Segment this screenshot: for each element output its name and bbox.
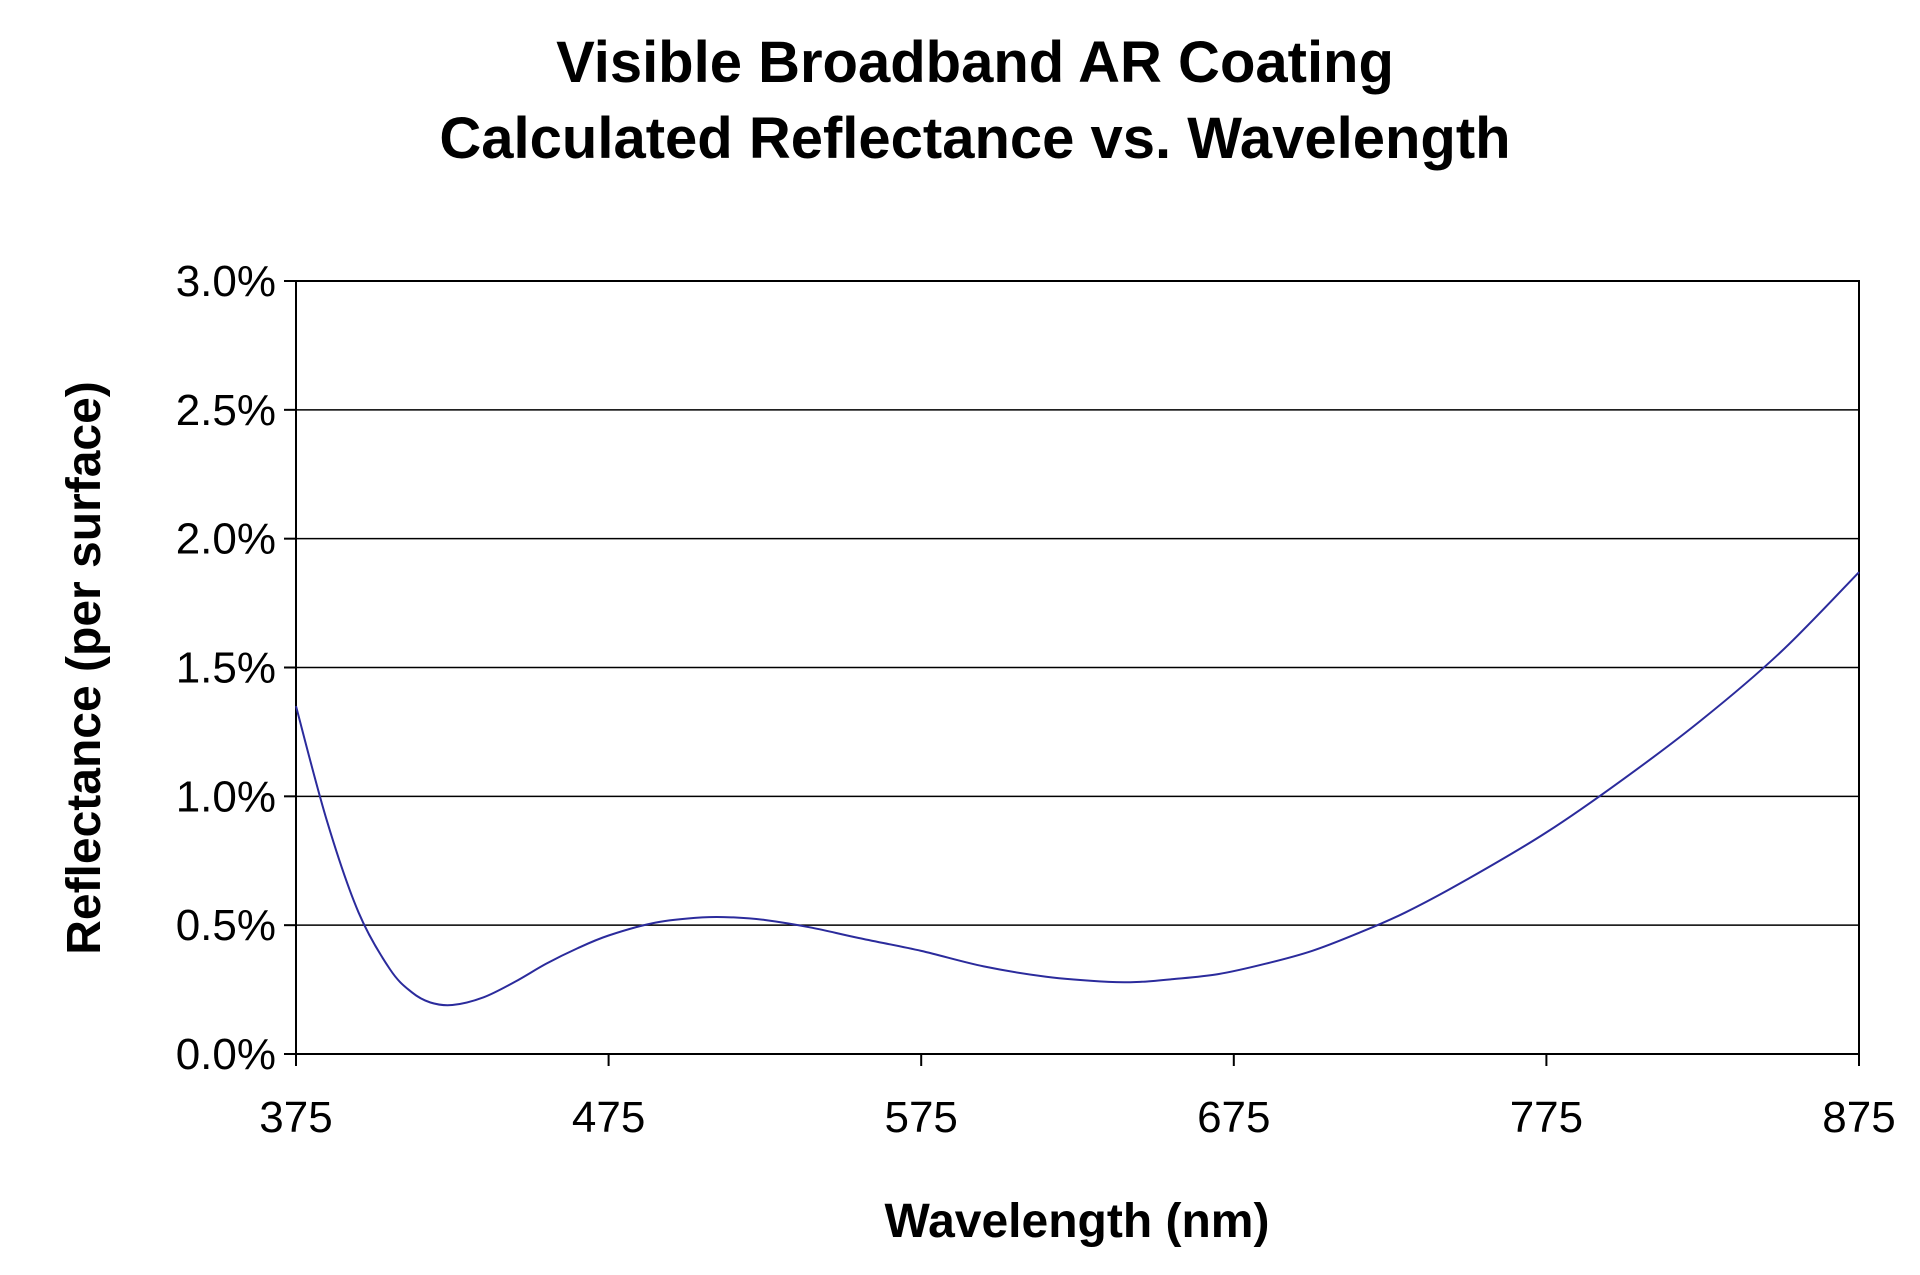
series-layer	[295, 571, 1860, 1007]
y-tick-label: 2.0%	[176, 515, 276, 564]
y-tick-label: 0.5%	[176, 901, 276, 950]
x-tick-label: 875	[1822, 1093, 1895, 1142]
x-axis-ticks: 375 475 575 675 775 875	[259, 1054, 1896, 1142]
x-tick-label: 375	[259, 1093, 332, 1142]
reflectance-series-line	[295, 571, 1860, 1007]
y-axis-ticks: 0.0% 0.5% 1.0% 1.5% 2.0% 2.5% 3.0%	[176, 257, 296, 1079]
x-axis-title: Wavelength (nm)	[885, 1195, 1270, 1248]
x-tick-label: 475	[572, 1093, 645, 1142]
x-tick-label: 575	[884, 1093, 957, 1142]
y-tick-label: 1.0%	[176, 772, 276, 821]
y-tick-label: 1.5%	[176, 644, 276, 693]
chart-title-line-2: Calculated Reflectance vs. Wavelength	[439, 106, 1510, 171]
y-tick-label: 0.0%	[176, 1030, 276, 1079]
y-axis-title: Reflectance (per surface)	[58, 381, 111, 955]
chart-title-line-1: Visible Broadband AR Coating	[556, 30, 1394, 95]
gridlines	[296, 409, 1859, 926]
y-tick-label: 2.5%	[176, 386, 276, 435]
y-tick-label: 3.0%	[176, 257, 276, 306]
x-tick-label: 675	[1197, 1093, 1270, 1142]
x-tick-label: 775	[1510, 1093, 1583, 1142]
